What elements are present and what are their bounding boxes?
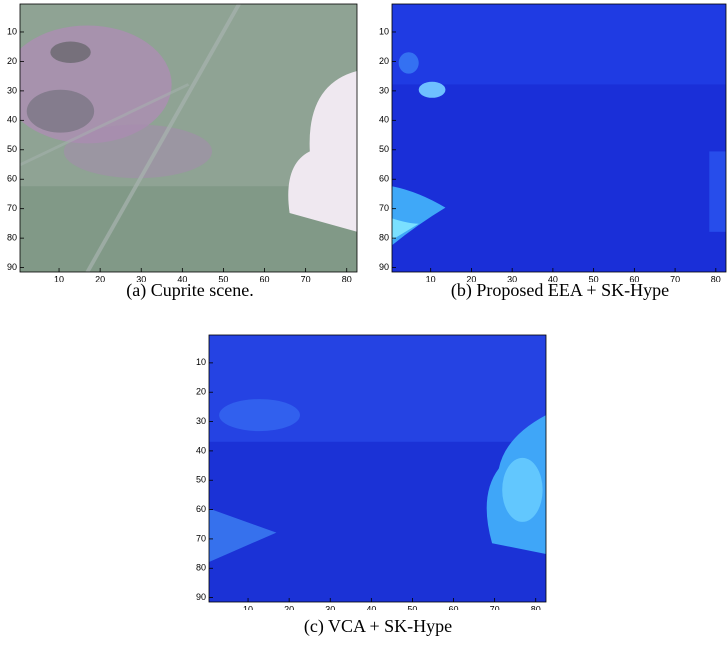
y-tick-label: 70	[196, 533, 206, 543]
x-tick-label: 50	[589, 274, 599, 282]
x-tick-label: 60	[629, 274, 639, 282]
panel: 10 20 30 40 50 60 70 80 10 20 30 40 50 60 70 80 90	[379, 3, 727, 282]
axes-frame	[208, 334, 547, 603]
y-tick-label: 10	[7, 26, 17, 36]
y-tick-label: 90	[196, 592, 206, 602]
y-tick-label: 70	[7, 203, 17, 213]
y-tick-label: 40	[196, 445, 206, 455]
y-tick-label: 30	[7, 85, 17, 95]
x-tick-label: 20	[466, 274, 476, 282]
caption: (a) Cuprite scene.	[126, 280, 254, 300]
x-tick-label: 60	[260, 274, 270, 282]
y-tick-label: 40	[379, 115, 389, 125]
x-tick-label: 70	[490, 604, 500, 610]
x-tick-label: 50	[218, 274, 228, 282]
panel: 10 20 30 40 50 60 70 80 10 20 30 40 50 60 70 80 90	[7, 3, 358, 282]
axes-frame	[391, 3, 727, 273]
axes-frame	[19, 3, 358, 273]
y-tick-label: 60	[379, 174, 389, 184]
y-tick-label: 80	[196, 563, 206, 573]
panel: 10 20 30 40 50 60 70 80 10 20 30 40 50 60 70 80 90	[196, 334, 547, 610]
y-tick-label: 10	[379, 26, 389, 36]
y-tick-label: 20	[379, 56, 389, 66]
x-tick-label: 10	[54, 274, 64, 282]
x-tick-label: 30	[325, 604, 335, 610]
y-tick-label: 50	[7, 144, 17, 154]
image	[20, 4, 357, 272]
y-tick-label: 60	[7, 174, 17, 184]
image	[392, 4, 726, 272]
x-tick-label: 80	[342, 274, 352, 282]
y-tick-label: 10	[196, 357, 206, 367]
x-tick-label: 30	[136, 274, 146, 282]
x-tick-label: 70	[670, 274, 680, 282]
y-tick-label: 80	[379, 233, 389, 243]
y-tick-label: 70	[379, 203, 389, 213]
y-tick-label: 40	[7, 115, 17, 125]
x-tick-label: 40	[177, 274, 187, 282]
x-tick-label: 80	[711, 274, 721, 282]
y-tick-label: 30	[379, 85, 389, 95]
x-tick-label: 70	[301, 274, 311, 282]
y-tick-label: 80	[7, 233, 17, 243]
x-tick-label: 30	[507, 274, 517, 282]
y-tick-label: 90	[379, 262, 389, 272]
y-tick-label: 20	[196, 387, 206, 397]
x-tick-label: 40	[366, 604, 376, 610]
x-tick-label: 80	[531, 604, 541, 610]
x-tick-label: 10	[426, 274, 436, 282]
x-tick-label: 20	[95, 274, 105, 282]
x-tick-label: 20	[284, 604, 294, 610]
image	[209, 335, 546, 602]
y-tick-label: 50	[379, 144, 389, 154]
y-tick-label: 90	[7, 262, 17, 272]
caption: (c) VCA + SK-Hype	[303, 616, 453, 636]
y-tick-label: 60	[196, 504, 206, 514]
y-tick-label: 20	[7, 56, 17, 66]
y-tick-label: 30	[196, 416, 206, 426]
x-tick-label: 60	[449, 604, 459, 610]
caption: (b) Proposed EEA + SK-Hype	[450, 280, 670, 300]
y-tick-label: 50	[196, 475, 206, 485]
x-tick-label: 40	[548, 274, 558, 282]
x-tick-label: 50	[407, 604, 417, 610]
x-tick-label: 10	[243, 604, 253, 610]
